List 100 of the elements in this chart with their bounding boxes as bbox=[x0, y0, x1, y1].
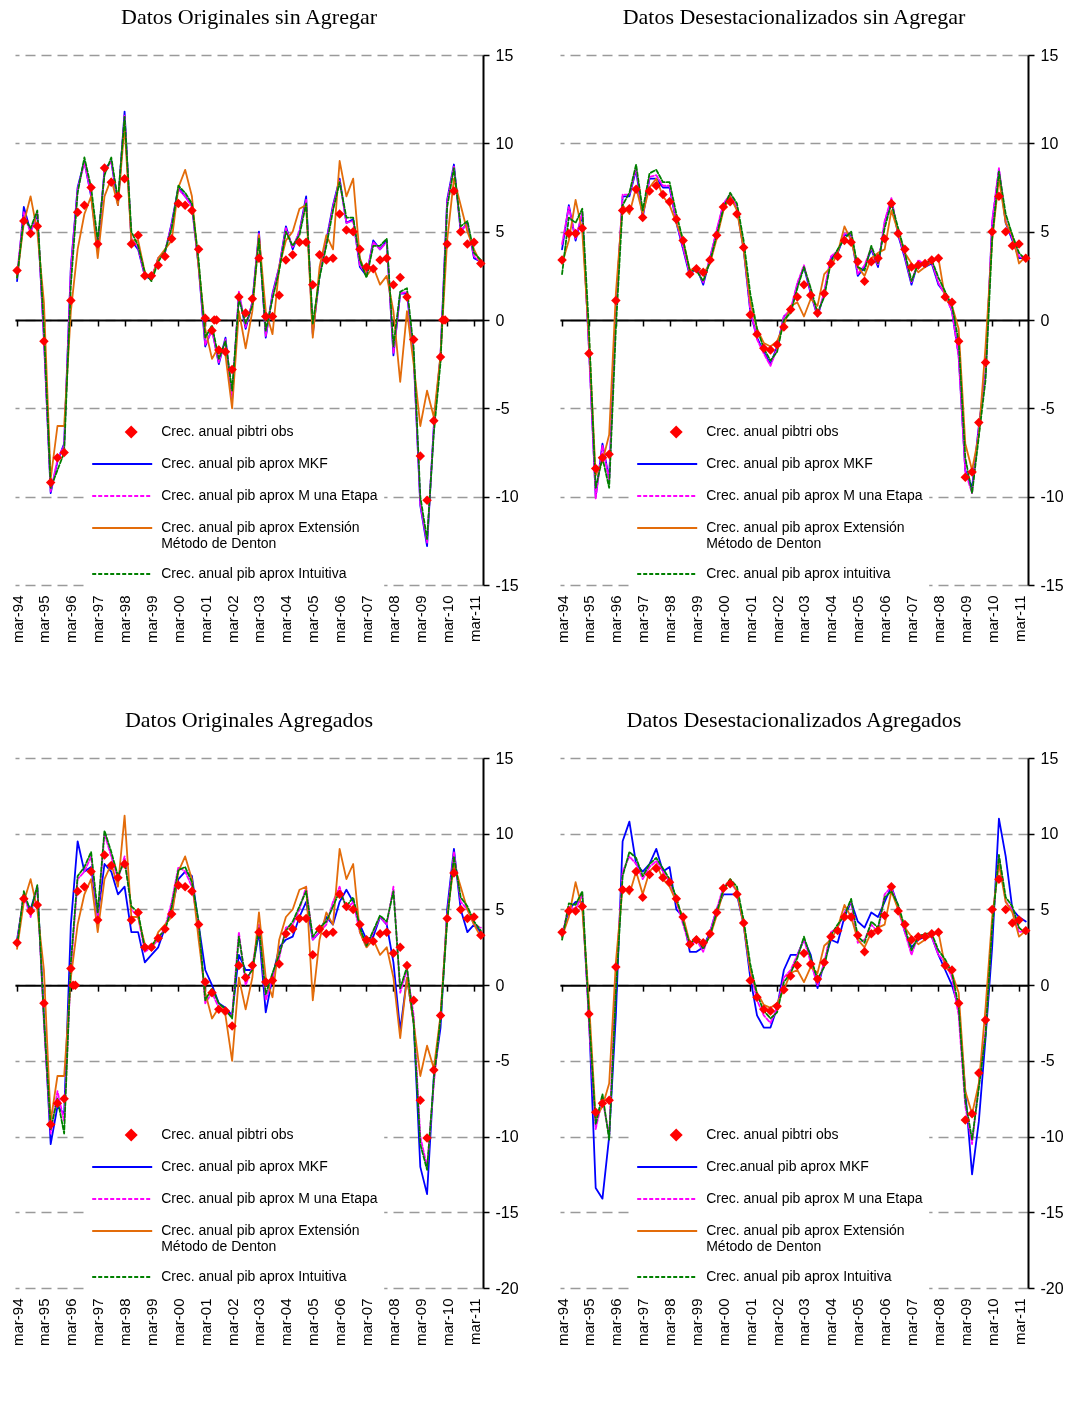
x-tick-label: mar-05 bbox=[849, 1298, 867, 1347]
x-tick-label: mar-07 bbox=[903, 595, 920, 644]
x-tick-label: mar-97 bbox=[634, 1298, 652, 1347]
x-tick-label: mar-08 bbox=[929, 1298, 947, 1347]
y-tick-label: 5 bbox=[495, 900, 505, 918]
legend-label: Crec. anual pib aprox MKF bbox=[706, 455, 873, 471]
x-tick-label: mar-95 bbox=[580, 1298, 598, 1347]
legend-label: Crec. anual pib aprox M una Etapa bbox=[161, 487, 378, 503]
chart-title: Datos Originales Agregados bbox=[124, 707, 374, 732]
x-tick-label: mar-95 bbox=[35, 595, 53, 644]
legend-label: Crec. anual pib aprox Extensión Método de Denton bbox=[161, 1222, 360, 1254]
y-tick-label: -5 bbox=[495, 399, 510, 417]
x-tick-label: mar-98 bbox=[116, 1298, 134, 1347]
x-tick-label: mar-04 bbox=[277, 595, 295, 644]
chart-title: Datos Desestacionalizados sin Agregar bbox=[622, 4, 967, 29]
x-tick-label: mar-09 bbox=[956, 595, 974, 644]
y-tick-label: 15 bbox=[1040, 46, 1059, 64]
chart-title: Datos Originales sin Agregar bbox=[121, 4, 378, 29]
x-tick-label: mar-00 bbox=[169, 595, 187, 644]
x-tick-label: mar-00 bbox=[169, 1298, 187, 1347]
x-tick-label: mar-00 bbox=[714, 1298, 732, 1347]
x-tick-label: mar-08 bbox=[929, 595, 947, 644]
x-tick-label: mar-06 bbox=[876, 595, 894, 644]
legend-label: Crec. anual pib aprox M una Etapa bbox=[161, 1190, 378, 1206]
x-tick-label: mar-94 bbox=[553, 595, 571, 644]
x-tick-label: mar-01 bbox=[741, 595, 759, 644]
x-tick-label: mar-09 bbox=[411, 595, 429, 644]
x-tick-label: mar-06 bbox=[876, 1298, 894, 1347]
y-tick-label: 10 bbox=[1040, 825, 1059, 843]
x-tick-label: mar-09 bbox=[956, 1298, 974, 1347]
x-tick-label: mar-06 bbox=[331, 595, 349, 644]
x-tick-label: mar-10 bbox=[438, 595, 456, 644]
legend-label: Crec. anual pib aprox Extensión Método de Denton bbox=[161, 519, 360, 551]
legend-label: Crec. anual pibtri obs bbox=[161, 423, 294, 439]
x-tick-label: mar-11 bbox=[1010, 1298, 1028, 1345]
y-tick-label: -5 bbox=[1040, 399, 1055, 417]
x-tick-label: mar-10 bbox=[438, 1298, 456, 1347]
y-tick-label: -15 bbox=[1040, 1203, 1064, 1221]
legend-label: Crec. anual pib aprox Intuitiva bbox=[161, 1268, 347, 1284]
y-tick-label: 15 bbox=[495, 46, 514, 64]
x-tick-label: mar-08 bbox=[384, 1298, 402, 1347]
y-tick-label: 15 bbox=[495, 749, 514, 767]
legend-label: Crec. anual pibtri obs bbox=[706, 423, 839, 439]
x-tick-label: mar-97 bbox=[89, 595, 107, 644]
x-tick-label: mar-11 bbox=[465, 1298, 483, 1345]
y-tick-label: 5 bbox=[1040, 223, 1050, 241]
y-tick-label: -15 bbox=[1040, 576, 1064, 594]
x-tick-label: mar-98 bbox=[661, 1298, 679, 1347]
x-tick-label: mar-05 bbox=[849, 595, 867, 644]
y-tick-label: -20 bbox=[495, 1279, 519, 1297]
x-tick-label: mar-96 bbox=[62, 1298, 80, 1347]
y-tick-label: -5 bbox=[1040, 1052, 1055, 1070]
x-tick-label: mar-07 bbox=[358, 1298, 375, 1347]
x-tick-label: mar-11 bbox=[465, 595, 483, 642]
y-tick-label: 5 bbox=[495, 223, 505, 241]
x-tick-label: mar-11 bbox=[1010, 595, 1028, 642]
x-tick-label: mar-08 bbox=[384, 595, 402, 644]
legend-label: Crec. anual pib aprox Intuitiva bbox=[706, 1268, 892, 1284]
legend-label: Crec. anual pib aprox Extensión Método de Denton bbox=[706, 519, 905, 551]
y-tick-label: 0 bbox=[495, 311, 505, 329]
x-tick-label: mar-94 bbox=[553, 1298, 571, 1347]
x-tick-label: mar-94 bbox=[8, 1298, 26, 1347]
x-tick-label: mar-09 bbox=[411, 1298, 429, 1347]
x-tick-label: mar-07 bbox=[903, 1298, 920, 1347]
y-tick-label: 15 bbox=[1040, 749, 1059, 767]
x-tick-label: mar-01 bbox=[196, 1298, 214, 1347]
y-tick-label: -10 bbox=[1040, 488, 1064, 506]
y-tick-label: 0 bbox=[1040, 976, 1050, 994]
x-tick-label: mar-02 bbox=[223, 1298, 241, 1347]
y-tick-label: -10 bbox=[495, 488, 519, 506]
x-tick-label: mar-04 bbox=[277, 1298, 295, 1347]
x-tick-label: mar-99 bbox=[142, 1298, 160, 1347]
x-tick-label: mar-01 bbox=[741, 1298, 759, 1347]
x-tick-label: mar-94 bbox=[8, 595, 26, 644]
x-tick-label: mar-97 bbox=[634, 595, 652, 644]
x-tick-label: mar-98 bbox=[116, 595, 134, 644]
legend-label: Crec. anual pib aprox intuitiva bbox=[706, 565, 891, 581]
legend-label: Crec.anual pib aprox MKF bbox=[706, 1158, 869, 1174]
x-tick-label: mar-02 bbox=[768, 595, 786, 644]
legend-label: Crec. anual pib aprox Intuitiva bbox=[161, 565, 347, 581]
y-tick-label: 10 bbox=[495, 134, 514, 152]
y-tick-label: -20 bbox=[1040, 1279, 1064, 1297]
x-tick-label: mar-02 bbox=[223, 595, 241, 644]
x-tick-label: mar-96 bbox=[62, 595, 80, 644]
y-tick-label: -10 bbox=[495, 1128, 519, 1146]
x-tick-label: mar-00 bbox=[714, 595, 732, 644]
y-tick-label: 0 bbox=[1040, 311, 1050, 329]
x-tick-label: mar-03 bbox=[250, 1298, 268, 1347]
x-tick-label: mar-04 bbox=[822, 1298, 840, 1347]
x-tick-label: mar-99 bbox=[687, 595, 705, 644]
x-tick-label: mar-05 bbox=[304, 595, 322, 644]
y-tick-label: -5 bbox=[495, 1052, 510, 1070]
legend-label: Crec. anual pib aprox Extensión Método de Denton bbox=[706, 1222, 905, 1254]
y-tick-label: 0 bbox=[495, 976, 505, 994]
x-tick-label: mar-10 bbox=[983, 1298, 1001, 1347]
x-tick-label: mar-06 bbox=[331, 1298, 349, 1347]
legend-label: Crec. anual pib aprox MKF bbox=[161, 455, 328, 471]
chart-title: Datos Desestacionalizados Agregados bbox=[626, 707, 962, 732]
x-tick-label: mar-07 bbox=[358, 595, 375, 644]
x-tick-label: mar-03 bbox=[795, 1298, 813, 1347]
